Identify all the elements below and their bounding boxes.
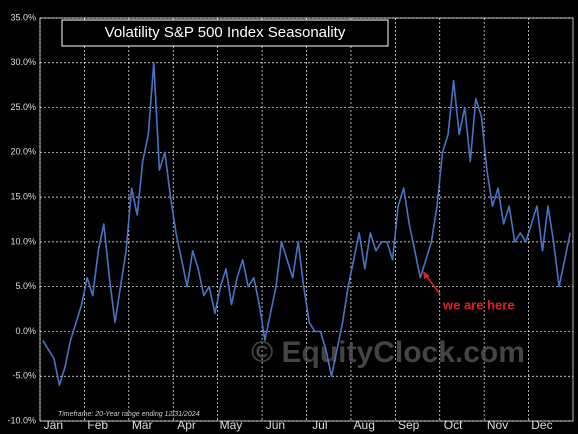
y-tick-label: 5.0% — [15, 281, 36, 291]
x-tick-label: Nov — [487, 418, 508, 432]
footnote: Timeframe: 20-Year range ending 12/31/20… — [58, 411, 200, 418]
x-tick-label: Dec — [531, 418, 552, 432]
annotation: we are here — [442, 297, 515, 312]
y-tick-label: 35.0% — [10, 12, 36, 22]
x-tick-label: Jun — [266, 418, 285, 432]
title-box — [61, 19, 389, 47]
plot-border — [39, 17, 574, 422]
y-tick-label: 0.0% — [15, 326, 36, 336]
x-tick-label: Feb — [87, 418, 108, 432]
x-tick-label: Oct — [444, 418, 463, 432]
y-tick-label: 15.0% — [10, 191, 36, 201]
x-tick-label: Apr — [177, 418, 196, 432]
y-tick-label: -5.0% — [12, 371, 36, 381]
y-tick-label: 30.0% — [10, 57, 36, 67]
y-tick-label: 20.0% — [10, 147, 36, 157]
y-tick-label: 10.0% — [10, 236, 36, 246]
watermark: © EquityClock.com — [251, 336, 525, 369]
chart-title: Volatility S&P 500 Index Seasonality — [105, 24, 346, 41]
annotation-arrow — [424, 273, 441, 295]
x-tick-label: Jul — [312, 418, 327, 432]
x-tick-label: Sep — [398, 418, 420, 432]
annotation-arrowhead — [423, 271, 430, 279]
x-tick-label: Aug — [354, 418, 375, 432]
y-tick-label: -10.0% — [7, 415, 36, 425]
grid — [39, 17, 574, 422]
x-tick-label: May — [220, 418, 243, 432]
x-tick-label: Mar — [132, 418, 153, 432]
series-line — [42, 62, 571, 386]
x-tick-label: Jan — [44, 418, 63, 432]
plot — [42, 62, 571, 386]
y-tick-label: 25.0% — [10, 102, 36, 112]
